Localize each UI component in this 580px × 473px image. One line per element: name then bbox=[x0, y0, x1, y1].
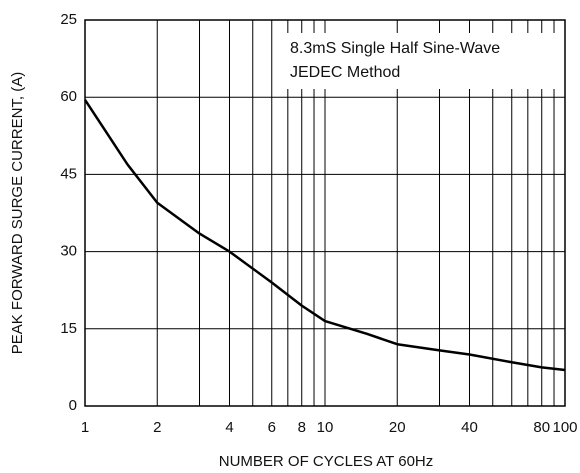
y-tick-label: 0 bbox=[69, 397, 77, 414]
x-tick-label: 6 bbox=[268, 419, 276, 436]
x-tick-label: 20 bbox=[389, 419, 406, 436]
x-tick-label: 2 bbox=[153, 419, 161, 436]
y-tick-label: 15 bbox=[60, 320, 77, 337]
plot-frame bbox=[84, 19, 566, 407]
x-tick-label: 100 bbox=[552, 419, 577, 436]
y-tick-label: 45 bbox=[60, 165, 77, 182]
y-tick-label: 25 bbox=[60, 11, 77, 28]
x-tick-label: 10 bbox=[317, 419, 334, 436]
annotation-box bbox=[280, 33, 556, 89]
x-tick-label: 1 bbox=[81, 419, 89, 436]
x-tick-label: 4 bbox=[225, 419, 233, 436]
y-axis-label: PEAK FORWARD SURGE CURRENT, (A) bbox=[9, 72, 26, 355]
annotation: JEDEC Method bbox=[290, 64, 400, 81]
y-tick-label: 30 bbox=[60, 243, 77, 260]
x-tick-label: 40 bbox=[461, 419, 478, 436]
x-axis-label: NUMBER OF CYCLES AT 60Hz bbox=[219, 453, 434, 470]
y-tick-label: 60 bbox=[60, 88, 77, 105]
annotation: 8.3mS Single Half Sine-Wave bbox=[290, 40, 500, 57]
x-tick-label: 80 bbox=[533, 419, 550, 436]
x-tick-label: 8 bbox=[298, 419, 306, 436]
data-line bbox=[83, 99, 566, 372]
